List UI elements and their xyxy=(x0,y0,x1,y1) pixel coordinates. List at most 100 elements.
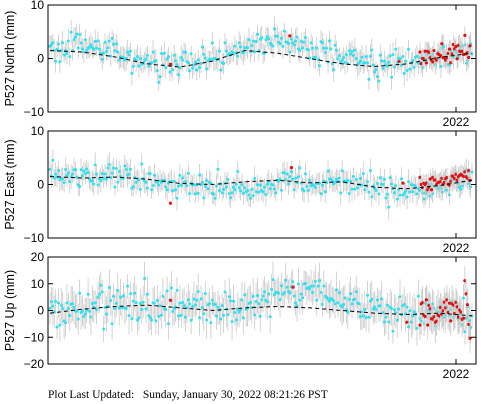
daily-point xyxy=(295,304,299,308)
daily-point xyxy=(203,56,207,60)
daily-point xyxy=(390,75,394,79)
daily-point xyxy=(65,51,69,55)
daily-point xyxy=(248,196,252,200)
daily-point xyxy=(164,66,168,70)
plot-area xyxy=(48,149,474,220)
daily-point xyxy=(167,322,171,326)
daily-point xyxy=(171,189,175,193)
daily-point xyxy=(176,73,180,77)
daily-point xyxy=(93,163,97,167)
daily-point xyxy=(95,172,99,176)
rapid-point xyxy=(451,42,455,47)
daily-point xyxy=(176,314,180,318)
daily-point xyxy=(388,54,392,58)
daily-point xyxy=(64,321,68,325)
daily-point xyxy=(299,40,303,44)
daily-point xyxy=(205,178,209,182)
daily-point xyxy=(323,190,327,194)
daily-point xyxy=(287,41,291,45)
daily-point xyxy=(73,35,77,39)
daily-point xyxy=(169,286,173,290)
daily-point xyxy=(61,41,65,45)
daily-point xyxy=(411,314,415,318)
daily-point xyxy=(79,168,83,172)
daily-point xyxy=(303,36,307,40)
daily-point xyxy=(416,61,420,65)
daily-point xyxy=(196,191,200,195)
daily-point xyxy=(219,317,223,321)
daily-point xyxy=(313,279,317,283)
daily-point xyxy=(158,304,162,308)
daily-point xyxy=(271,278,275,282)
daily-point xyxy=(344,53,348,57)
daily-point xyxy=(247,193,251,197)
daily-point xyxy=(382,177,386,181)
daily-point xyxy=(200,306,204,310)
daily-point xyxy=(213,196,217,200)
daily-point xyxy=(284,278,288,282)
daily-point xyxy=(48,167,52,171)
daily-point xyxy=(306,48,310,52)
daily-point xyxy=(54,299,58,303)
rapid-point xyxy=(447,301,452,305)
rapid-point xyxy=(450,52,454,56)
daily-point xyxy=(58,323,62,327)
daily-point xyxy=(86,292,90,296)
daily-point xyxy=(210,298,214,302)
last-updated-text: Plot Last Updated: Sunday, January 30, 2… xyxy=(48,389,328,401)
daily-point xyxy=(364,55,368,59)
y-axis: 10 0 −10 xyxy=(24,0,476,119)
daily-point xyxy=(88,45,92,49)
daily-point xyxy=(106,46,110,50)
daily-point xyxy=(138,57,142,61)
last-updated-value: Sunday, January 30, 2022 08:21:26 PST xyxy=(142,389,328,401)
daily-point xyxy=(409,320,413,324)
daily-point xyxy=(406,180,410,184)
y-axis: 10 0 −10 xyxy=(24,124,476,245)
daily-point xyxy=(289,170,293,174)
rapid-point xyxy=(442,300,446,304)
daily-point xyxy=(89,43,93,47)
daily-point xyxy=(227,295,231,299)
rapid-point xyxy=(454,172,458,176)
daily-point xyxy=(128,167,132,171)
y-tick-label: −20 xyxy=(24,357,45,371)
model-line xyxy=(49,176,473,190)
daily-point xyxy=(282,29,286,33)
rapid-point xyxy=(456,43,461,47)
daily-point xyxy=(360,183,364,187)
daily-point xyxy=(148,172,152,176)
daily-point xyxy=(391,329,395,333)
rapid-point xyxy=(435,58,439,62)
daily-point xyxy=(100,57,104,61)
daily-point xyxy=(292,294,296,298)
daily-point xyxy=(415,326,419,330)
daily-point xyxy=(469,326,473,330)
rapid-point xyxy=(445,175,449,180)
daily-point xyxy=(62,180,66,184)
y-tick-label: 0 xyxy=(37,52,44,66)
daily-point xyxy=(222,61,226,65)
daily-point xyxy=(100,290,104,294)
daily-point xyxy=(442,44,446,48)
daily-point xyxy=(335,177,339,181)
daily-point xyxy=(79,41,83,45)
daily-point xyxy=(165,57,169,61)
daily-point xyxy=(117,169,121,173)
daily-point xyxy=(367,77,371,81)
plot-area xyxy=(48,16,474,93)
daily-point xyxy=(385,192,389,196)
daily-point xyxy=(75,309,79,313)
daily-point xyxy=(229,299,233,303)
daily-point xyxy=(54,172,58,176)
y-tick-label: 0 xyxy=(37,178,44,192)
daily-point xyxy=(308,56,312,60)
rapid-point xyxy=(426,323,430,327)
y-axis-label: P527 Up (mm) xyxy=(3,270,17,351)
daily-point xyxy=(183,180,187,184)
rapid-point xyxy=(451,303,455,307)
rapid-point xyxy=(423,49,427,53)
daily-point xyxy=(392,308,396,312)
daily-point xyxy=(313,55,317,59)
rapid-point xyxy=(467,169,471,173)
